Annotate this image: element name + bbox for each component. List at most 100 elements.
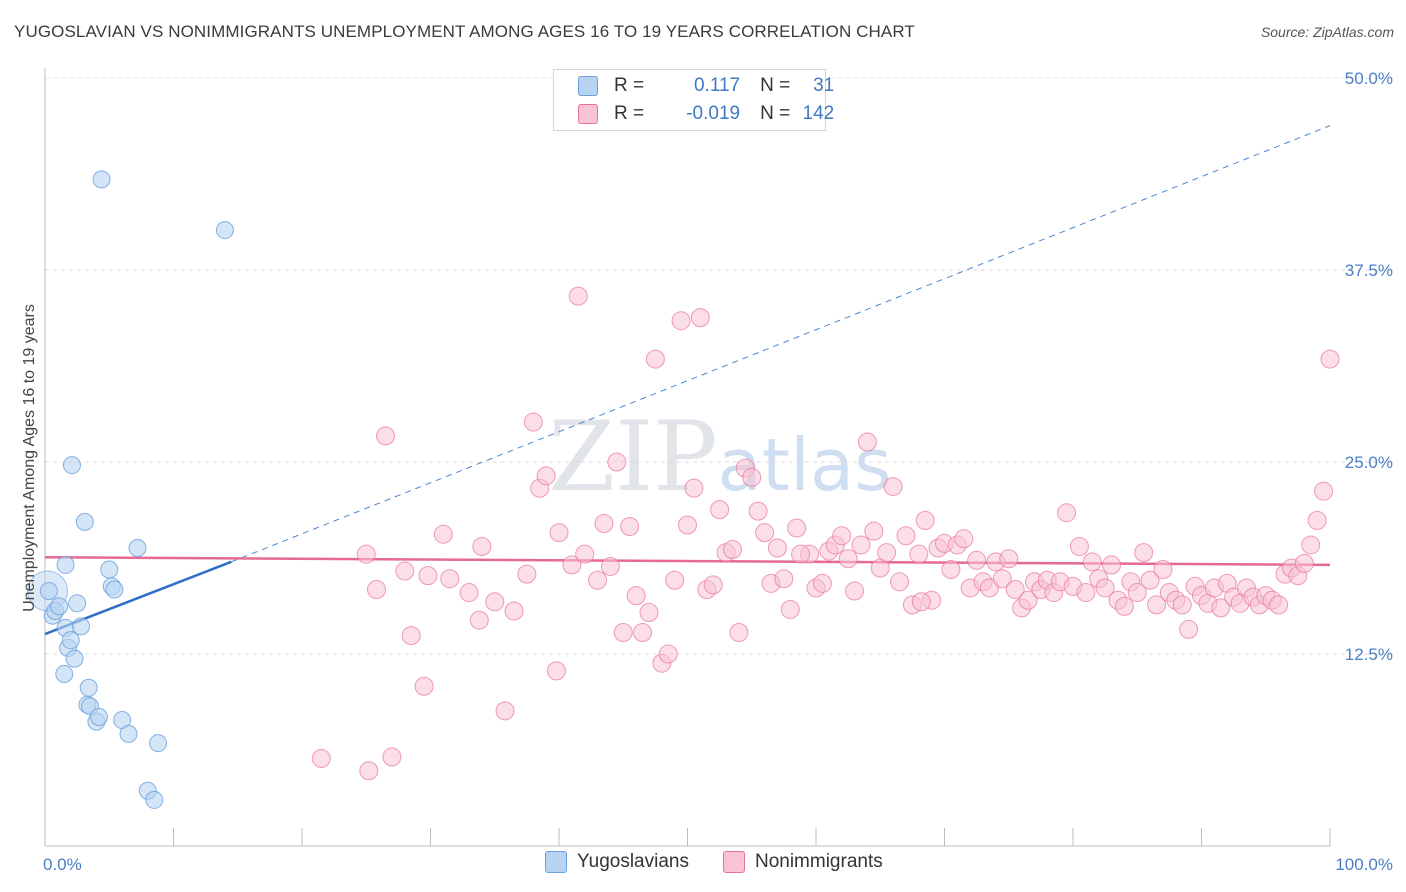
legend-label-yugoslavians: Yugoslavians [577,851,689,872]
nonimmigrants-point [658,644,678,664]
yugoslavians-point [149,734,168,753]
nonimmigrants-point [678,515,697,535]
legend-item-nonimmigrants: Nonimmigrants [722,851,883,873]
nonimmigrants-point [594,513,614,533]
nonimmigrants-point [954,529,974,549]
yugoslavians-point [79,678,98,697]
nonimmigrants-point [845,581,865,601]
nonimmigrants-point [1082,552,1102,572]
nonimmigrants-point [729,622,749,642]
nonimmigrants-point [517,564,537,584]
nonimmigrants-point [864,521,884,541]
legend-n-label: N = [760,103,791,124]
legend-item-yugoslavians: Yugoslavians [545,851,689,873]
nonimmigrants-point [909,544,929,564]
yugoslavians-point [75,512,94,531]
axes [44,68,1331,847]
nonimmigrants-point [1140,570,1160,590]
nonimmigrants-point [665,570,685,590]
nonimmigrants-point [838,549,858,569]
yugoslavians-point [89,707,108,726]
nonimmigrants-point [356,544,376,564]
nonimmigrants-point [755,523,775,543]
nonimmigrants-point [774,569,794,589]
nonimmigrants-point [911,592,931,612]
nonimmigrants-point [367,579,387,599]
nonimmigrants-point [832,526,852,546]
nonimmigrants-point [1114,596,1134,616]
nonimmigrants-points [311,286,1340,781]
yugoslavians-point [50,597,69,616]
nonimmigrants-point [575,544,595,564]
gridlines [45,77,1393,655]
nonimmigrants-point [607,452,627,472]
nonimmigrants-point [1314,481,1334,501]
nonimmigrants-point [671,311,691,331]
nonimmigrants-point [851,535,871,555]
nonimmigrants-point [645,349,665,369]
nonimmigrants-point [999,549,1019,569]
yugoslavians-point [39,582,58,601]
nonimmigrants-point [1147,595,1167,615]
nonimmigrants-point [472,536,492,556]
nonimmigrants-point [1307,510,1327,530]
yugoslavians-point [65,649,84,668]
nonimmigrants-point [395,561,415,581]
legend-r-value: 0.117 [693,75,741,96]
nonimmigrants-point [722,540,742,560]
y-tick-label: 37.5% [1345,261,1393,280]
legend-swatch-pink [578,104,598,124]
nonimmigrants-point [1301,535,1321,555]
nonimmigrants-point [568,286,588,306]
yugoslavians-point [55,664,74,683]
yugoslavians-points [27,170,234,809]
tick-labels: 12.5% 25.0% 37.5% 50.0% 0.0% 100.0% [43,69,1393,874]
nonimmigrants-point [401,626,421,646]
nonimmigrants-point [600,556,620,576]
nonimmigrants-point [562,555,582,575]
nonimmigrants-point [1269,595,1289,615]
y-tick-label: 50.0% [1345,69,1393,88]
chart-title: YUGOSLAVIAN VS NONIMMIGRANTS UNEMPLOYMEN… [14,22,915,41]
nonimmigrants-point [767,538,787,558]
yugoslavians-point [68,594,87,613]
legend-n-value: 31 [813,75,835,96]
nonimmigrants-point [546,661,566,681]
y-tick-label: 25.0% [1345,453,1393,472]
yugoslavians-point [105,580,124,599]
nonimmigrants-point [915,510,935,530]
nonimmigrants-point [485,592,505,612]
nonimmigrants-point [639,603,659,623]
nonimmigrants-point [787,518,807,538]
nonimmigrants-point [626,586,646,606]
nonimmigrants-point [1294,553,1314,573]
yugoslavians-point [215,221,234,240]
nonimmigrants-point [504,601,524,621]
nonimmigrants-point [1057,503,1077,523]
legend-r-value: -0.019 [686,103,741,124]
legend-n-value: 142 [802,103,835,124]
nonimmigrants-point [440,569,460,589]
nonimmigrants-point [433,524,453,544]
nonimmigrants-point [469,610,489,630]
yugoslavians-point [61,631,80,650]
source-label: Source: ZipAtlas.com [1260,24,1394,40]
nonimmigrants-point [1102,555,1122,575]
legend-r-label: R = [614,103,645,124]
nonimmigrants-point [1018,590,1038,610]
nonimmigrants-point [523,412,543,432]
nonimmigrants-point [1095,578,1115,598]
nonimmigrants-point [812,573,832,593]
nonimmigrants-point [703,575,723,595]
nonimmigrants-point [1172,595,1192,615]
legend-swatch-blue [578,76,598,96]
nonimmigrants-point [710,500,730,520]
yugoslavians-point [145,790,164,809]
nonimmigrants-point [979,578,999,598]
nonimmigrants-point [382,747,402,767]
nonimmigrants-point [1127,583,1147,603]
nonimmigrants-point [883,477,903,497]
yugoslavians-point [128,539,147,558]
y-tick-label: 12.5% [1345,645,1393,664]
nonimmigrants-point [690,308,710,328]
